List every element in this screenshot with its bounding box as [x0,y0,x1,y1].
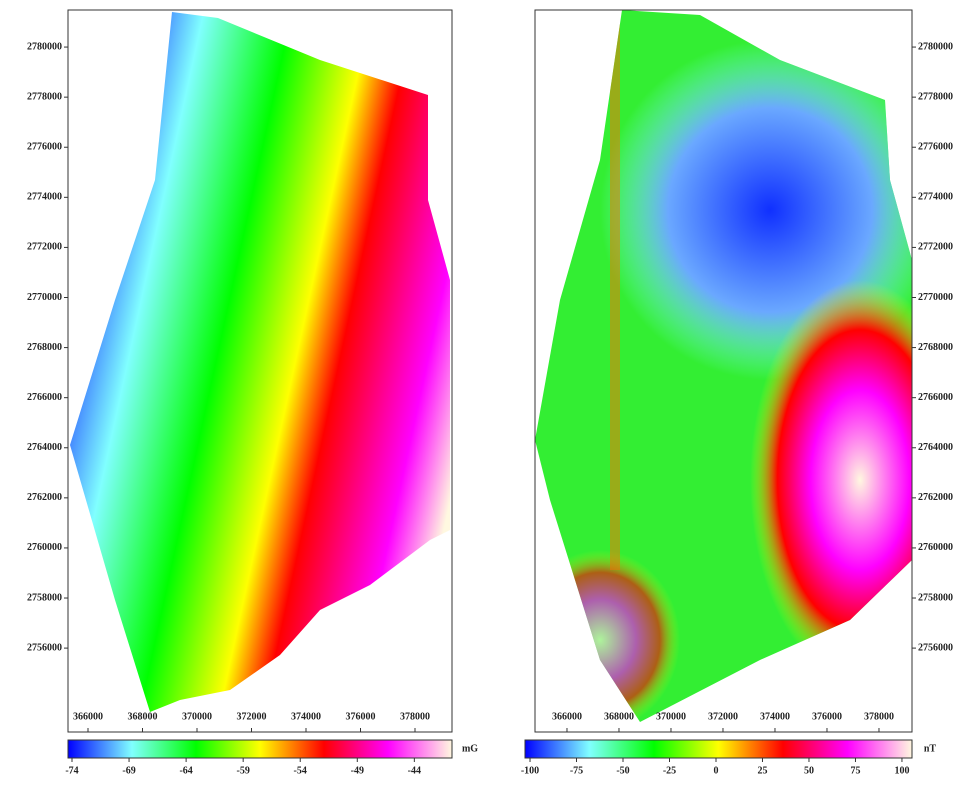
colorbar-tick-label: 0 [713,765,718,776]
y-tick-label: 2770000 [27,292,62,303]
x-tick-label: 372000 [236,711,266,722]
colorbar-tick-label: -75 [570,765,583,776]
y-tick-label: 2756000 [918,642,953,653]
y-tick-label: 2764000 [918,442,953,453]
colorbar-tick-label: -44 [408,765,421,776]
x-tick-label: 370000 [182,711,212,722]
x-tick-label: 366000 [73,711,103,722]
colorbar-tick-label: -74 [65,765,78,776]
x-tick-label: 372000 [708,711,738,722]
y-tick-label: 2764000 [27,442,62,453]
colorbar-unit: nT [924,743,937,754]
x-tick-label: 376000 [345,711,375,722]
y-tick-label: 2768000 [27,342,62,353]
colorbar-unit: mG [462,743,478,754]
y-tick-label: 2776000 [27,142,62,153]
x-tick-label: 366000 [552,711,582,722]
colorbar-tick-label: -50 [616,765,629,776]
y-tick-label: 2760000 [918,542,953,553]
y-tick-label: 2772000 [27,242,62,253]
y-tick-label: 2778000 [918,91,953,102]
y-tick-label: 2774000 [918,192,953,203]
y-tick-label: 2780000 [918,41,953,52]
y-tick-label: 2774000 [27,192,62,203]
colorbar-tick-label: -69 [122,765,135,776]
y-tick-label: 2770000 [918,292,953,303]
y-tick-label: 2762000 [27,492,62,503]
colorbar-tick-label: 75 [850,765,860,776]
y-tick-label: 2766000 [27,392,62,403]
colorbar-tick-label: -64 [179,765,192,776]
y-tick-label: 2778000 [27,91,62,102]
colorbar [67,739,453,759]
x-tick-label: 374000 [291,711,321,722]
y-tick-label: 2756000 [27,642,62,653]
y-tick-label: 2776000 [918,142,953,153]
colorbar-tick-label: -100 [521,765,539,776]
x-tick-label: 378000 [864,711,894,722]
y-tick-label: 2780000 [27,41,62,52]
y-tick-label: 2768000 [918,342,953,353]
x-tick-label: 378000 [400,711,430,722]
map-frame [67,9,453,733]
x-tick-label: 370000 [656,711,686,722]
colorbar [524,739,913,759]
x-tick-label: 368000 [604,711,634,722]
y-tick-label: 2760000 [27,542,62,553]
y-tick-label: 2766000 [918,392,953,403]
colorbar-tick-label: -49 [351,765,364,776]
gravity-map [70,12,450,712]
y-tick-label: 2762000 [918,492,953,503]
colorbar-tick-label: -25 [663,765,676,776]
map-frame [534,9,913,733]
y-tick-label: 2772000 [918,242,953,253]
x-tick-label: 376000 [812,711,842,722]
x-tick-label: 368000 [128,711,158,722]
colorbar-tick-label: 25 [757,765,767,776]
colorbar-tick-label: 50 [804,765,814,776]
colorbar-tick-label: 100 [894,765,909,776]
x-tick-label: 374000 [760,711,790,722]
y-tick-label: 2758000 [918,592,953,603]
magnetic-map [535,10,912,722]
colorbar-tick-label: -54 [294,765,307,776]
colorbar-tick-label: -59 [236,765,249,776]
y-tick-label: 2758000 [27,592,62,603]
